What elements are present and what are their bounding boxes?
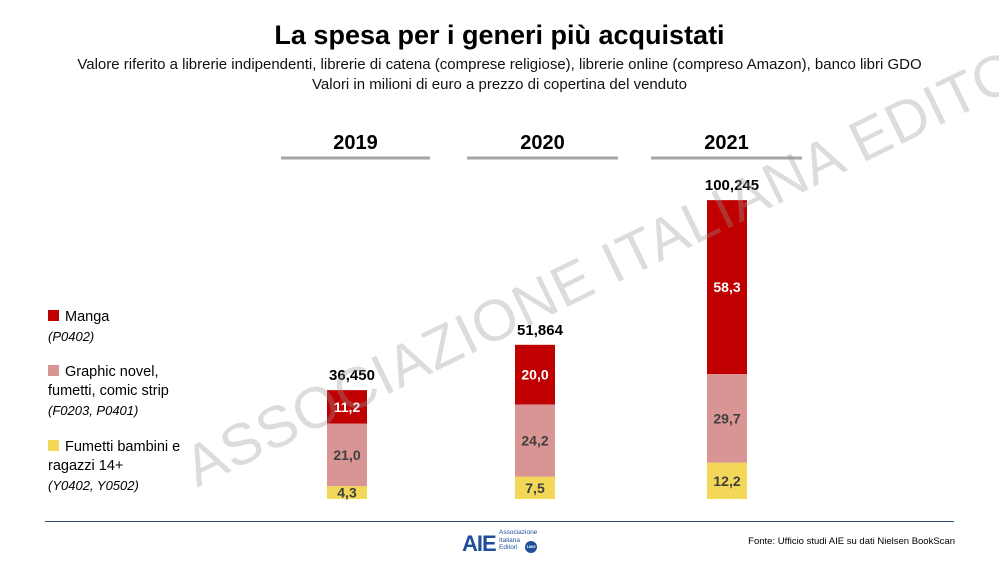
category-label: 2019: [333, 132, 378, 154]
bar-segment: [327, 390, 367, 424]
bar-total-label: 100,245: [705, 177, 759, 194]
logo-badge-icon: 1869: [525, 541, 537, 553]
bar-total-label: 51,864: [517, 322, 564, 339]
logo-line-3: Editori: [499, 544, 518, 551]
bar-segment: [707, 374, 747, 463]
bar-value-label: 21,0: [333, 447, 360, 463]
legend-label-fumetti-bambini: Fumetti bambini e: [65, 439, 181, 455]
bar-total-label: 36,450: [329, 367, 375, 384]
legend-label-manga: Manga: [65, 309, 110, 325]
bar-segment: [327, 423, 367, 487]
category-label: 2021: [704, 132, 749, 154]
chart-subtitle-units: Valori in milioni di euro a prezzo di co…: [312, 76, 687, 93]
legend-code-graphic-novel: (F0203, P0401): [48, 403, 139, 418]
legend-label2-fumetti-bambini: ragazzi 14+: [48, 458, 124, 474]
footer-divider: [45, 521, 954, 522]
bar-value-label: 4,3: [337, 485, 357, 501]
bar-segment: [327, 486, 367, 499]
legend-label-graphic-novel: Graphic novel,: [65, 364, 159, 380]
bar-segment: [707, 200, 747, 375]
logo-line-1: Associazione: [499, 529, 538, 536]
chart-title: La spesa per i generi più acquistati: [274, 20, 725, 50]
legend-swatch-manga: [48, 310, 59, 321]
chart-subtitle: Valore riferito a librerie indipendenti,…: [77, 56, 922, 73]
legend-item-graphic-novel: Graphic novel, fumetti, comic strip (F02…: [48, 363, 169, 420]
bar-value-label: 24,2: [521, 433, 548, 449]
bar-value-label: 20,0: [521, 367, 548, 383]
legend-swatch-graphic-novel: [48, 365, 59, 376]
legend-swatch-fumetti-bambini: [48, 440, 59, 451]
bar-value-label: 58,3: [713, 279, 740, 295]
legend-item-manga: Manga (P0402): [48, 308, 109, 346]
logo-line-2: Italiana: [499, 536, 520, 544]
legend-label2-graphic-novel: fumetti, comic strip: [48, 383, 169, 399]
legend-item-fumetti-bambini: Fumetti bambini e ragazzi 14+ (Y0402, Y0…: [48, 438, 180, 495]
bar-value-label: 29,7: [713, 410, 740, 426]
bar-segment: [515, 476, 555, 499]
bar-value-label: 12,2: [713, 473, 740, 489]
bar-segment: [515, 344, 555, 405]
logo-text: AIE: [462, 531, 497, 556]
bar-value-label: 11,2: [334, 399, 361, 415]
logo-subtext: Associazione Italiana Editori: [499, 529, 537, 552]
bar-segment: [707, 462, 747, 499]
bar-segment: [515, 404, 555, 477]
bar-value-label: 7,5: [525, 480, 545, 496]
legend-code-manga: (P0402): [48, 329, 95, 344]
legend-code-fumetti-bambini: (Y0402, Y0502): [48, 478, 139, 493]
category-label: 2020: [520, 132, 565, 154]
source-note: Fonte: Ufficio studi AIE su dati Nielsen…: [748, 536, 955, 547]
